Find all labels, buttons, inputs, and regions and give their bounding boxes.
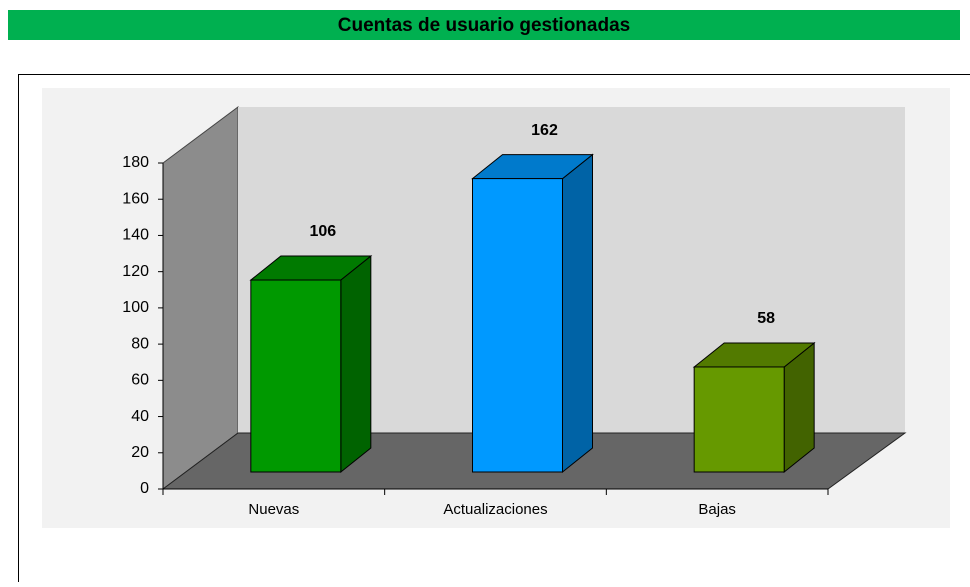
y-tick-label: 0 bbox=[140, 480, 149, 497]
y-tick-label: 120 bbox=[122, 263, 149, 280]
y-tick-label: 20 bbox=[131, 444, 149, 461]
y-tick-label: 40 bbox=[131, 408, 149, 425]
bar bbox=[251, 280, 341, 472]
value-label: 162 bbox=[531, 122, 558, 139]
value-label: 58 bbox=[757, 310, 775, 327]
bar bbox=[694, 367, 784, 472]
y-tick-label: 100 bbox=[122, 299, 149, 316]
y-tick-label: 60 bbox=[131, 372, 149, 389]
x-tick-label: Actualizaciones bbox=[443, 501, 547, 518]
x-tick-label: Bajas bbox=[698, 501, 736, 518]
x-tick-label: Nuevas bbox=[248, 501, 299, 518]
bar-side bbox=[341, 256, 371, 472]
bar bbox=[473, 179, 563, 472]
y-tick-label: 160 bbox=[122, 190, 149, 207]
y-tick-label: 80 bbox=[131, 335, 149, 352]
side-wall bbox=[163, 107, 238, 489]
y-tick-label: 140 bbox=[122, 227, 149, 244]
value-label: 106 bbox=[309, 223, 336, 240]
chart-title: Cuentas de usuario gestionadas bbox=[338, 15, 630, 36]
y-tick-label: 180 bbox=[122, 154, 149, 171]
bar-side bbox=[563, 155, 593, 472]
